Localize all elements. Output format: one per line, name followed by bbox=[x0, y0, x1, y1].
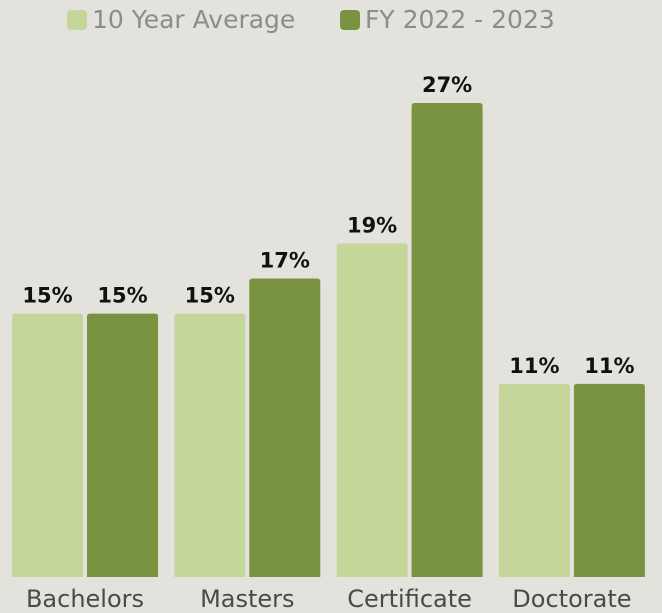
value-label: 11% bbox=[509, 354, 559, 378]
legend-label: 10 Year Average bbox=[92, 5, 295, 34]
bar bbox=[336, 243, 408, 577]
value-label: 15% bbox=[22, 284, 72, 308]
legend: 10 Year Average FY 2022 - 2023 bbox=[67, 5, 555, 34]
bar bbox=[411, 103, 483, 577]
bar bbox=[12, 313, 83, 577]
legend-swatch bbox=[340, 10, 360, 30]
legend-label: FY 2022 - 2023 bbox=[365, 5, 555, 34]
value-label: 15% bbox=[97, 284, 147, 308]
value-label: 17% bbox=[260, 249, 310, 273]
legend-swatch bbox=[67, 10, 87, 30]
bar bbox=[87, 313, 158, 577]
x-tick-label: Certificate bbox=[347, 585, 472, 613]
bar bbox=[174, 313, 246, 577]
value-label: 27% bbox=[422, 73, 472, 97]
x-tick-label: Masters bbox=[200, 585, 294, 613]
value-label: 19% bbox=[347, 213, 397, 237]
value-label: 15% bbox=[185, 284, 235, 308]
bar bbox=[498, 383, 570, 577]
x-tick-label: Bachelors bbox=[26, 585, 144, 613]
value-label: 11% bbox=[584, 354, 634, 378]
bar bbox=[249, 278, 321, 577]
bar bbox=[573, 383, 645, 577]
x-tick-label: Doctorate bbox=[512, 585, 631, 613]
